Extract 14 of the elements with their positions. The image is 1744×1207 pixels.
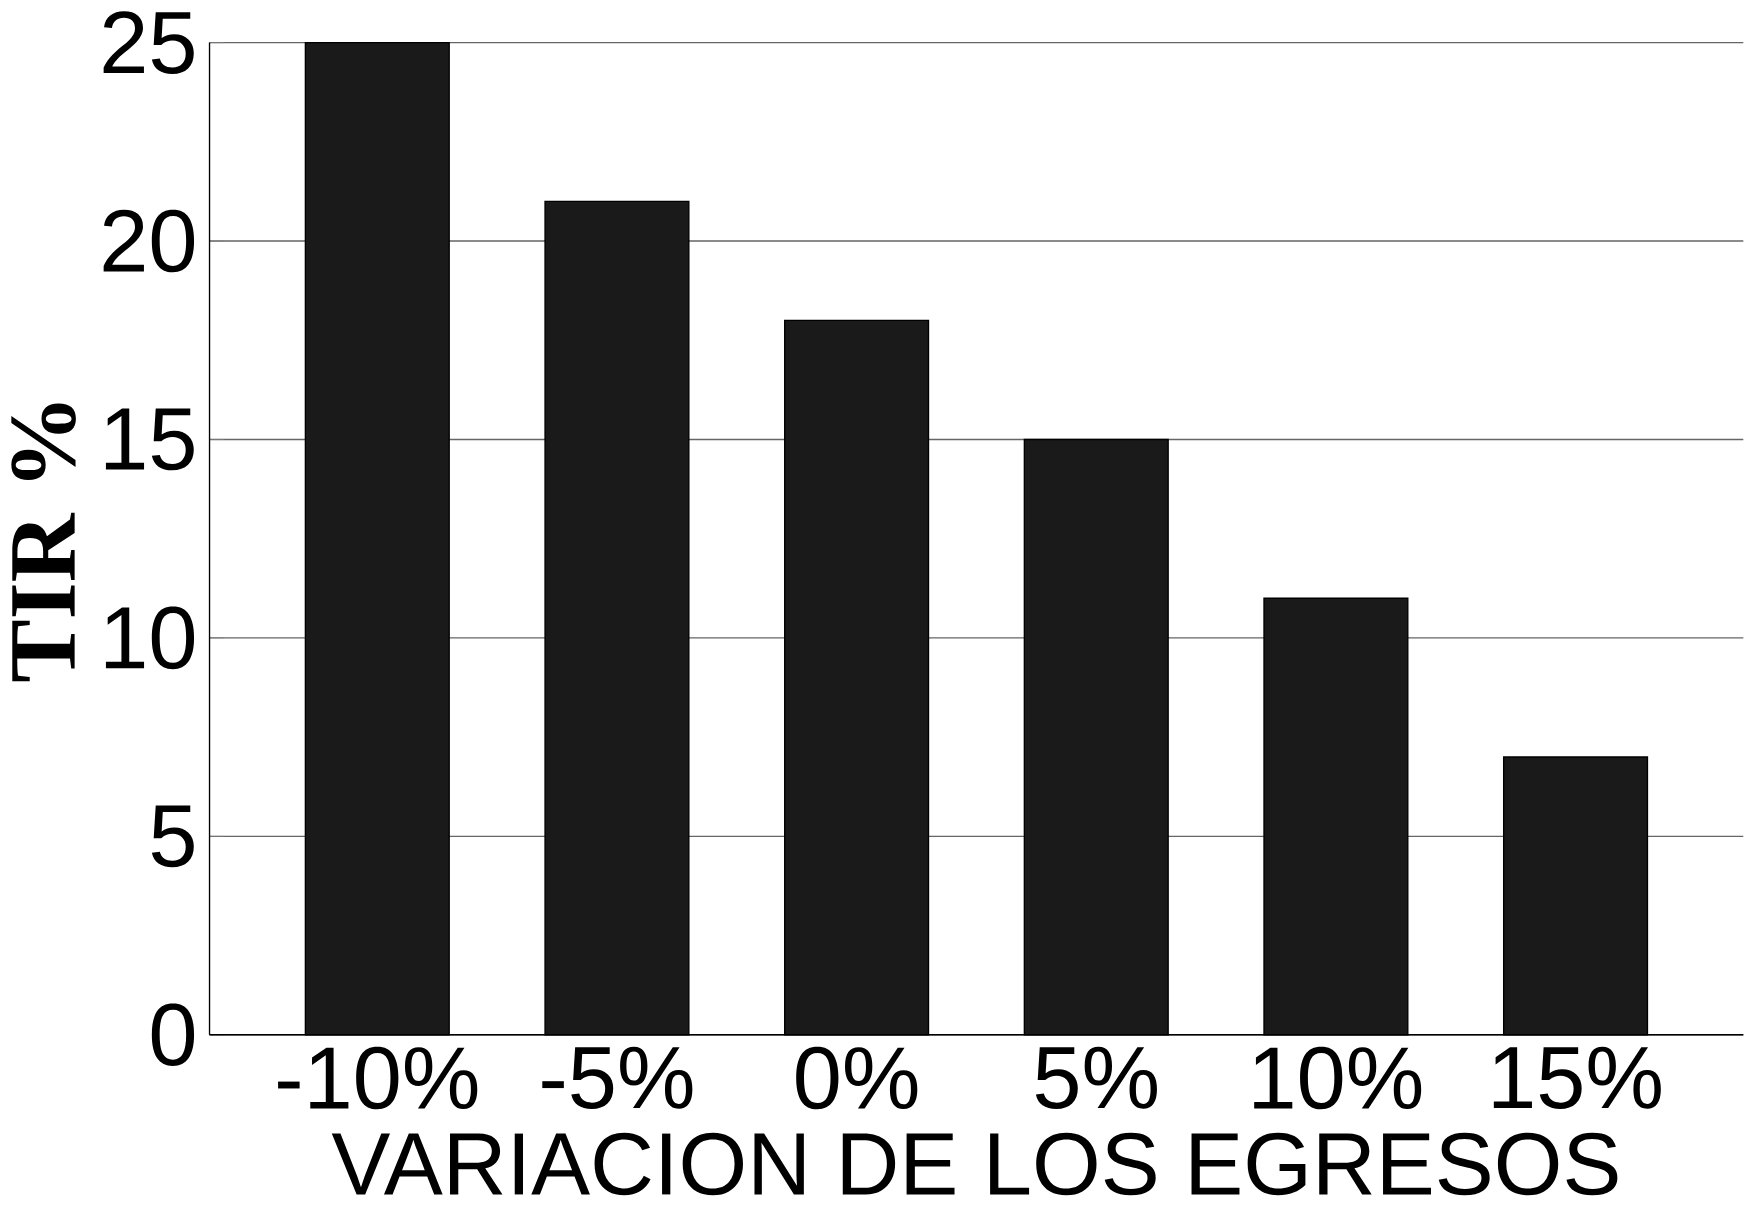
x-axis-title: VARIACION DE LOS EGRESOS bbox=[331, 1132, 1618, 1196]
y-tick-label: 5 bbox=[151, 805, 194, 868]
y-tick-label: 15 bbox=[105, 408, 194, 471]
x-tick-label: 15% bbox=[1493, 1047, 1661, 1110]
x-tick-label: 0% bbox=[796, 1046, 918, 1110]
y-tick-label: 20 bbox=[103, 209, 195, 273]
y-axis-title: TIR % bbox=[11, 403, 76, 682]
y-tick-label: 25 bbox=[103, 11, 194, 75]
y-tick-label: 10 bbox=[105, 606, 195, 670]
y-tick-label: 0 bbox=[151, 1003, 195, 1067]
x-tick-label: 10% bbox=[1254, 1046, 1422, 1110]
x-tick-label: -5% bbox=[542, 1047, 693, 1110]
x-tick-label: 5% bbox=[1035, 1047, 1157, 1110]
x-tick-label: -10% bbox=[278, 1046, 478, 1110]
